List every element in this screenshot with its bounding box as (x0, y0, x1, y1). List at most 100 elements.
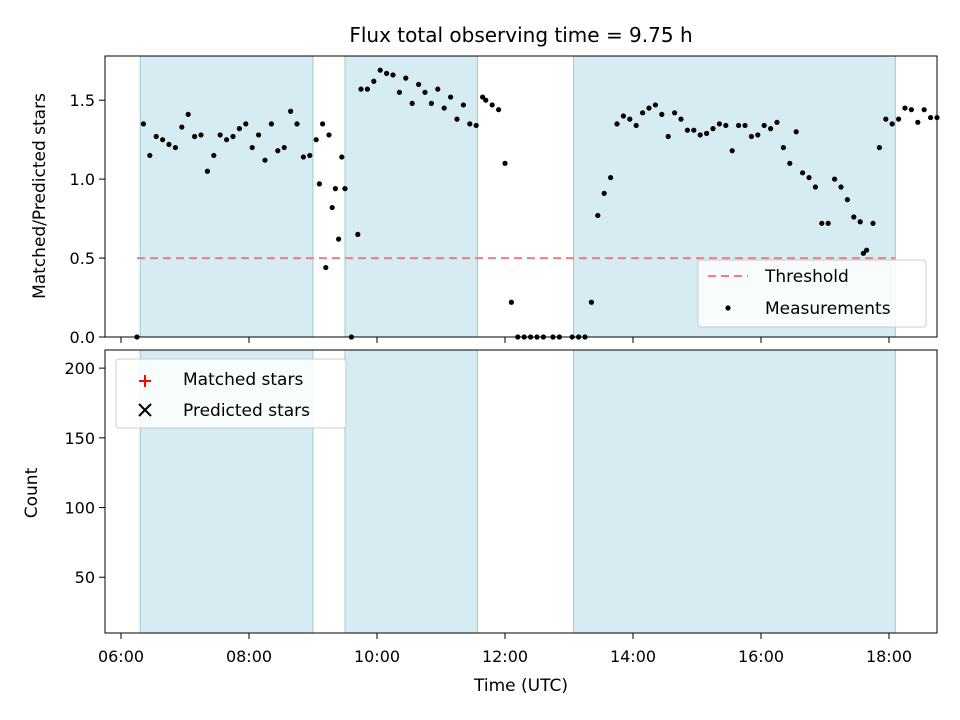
measurement-point (153, 133, 159, 140)
measurement-point (416, 81, 422, 88)
measurement-point (339, 154, 345, 160)
measurement-point (332, 186, 338, 192)
measurement-point (787, 160, 793, 166)
measurement-point (192, 133, 198, 140)
measurement-point (870, 220, 876, 226)
measurement-point (729, 148, 735, 154)
measurement-point (489, 102, 495, 108)
legend-measurements-swatch (725, 305, 731, 311)
measurement-point (620, 113, 627, 119)
measurement-point (262, 157, 268, 163)
measurement-point (857, 219, 863, 225)
measurement-point (876, 144, 883, 151)
measurement-point (288, 108, 294, 114)
measurement-point (275, 148, 281, 154)
measurement-point (832, 176, 838, 182)
ratio-plot-frame (104, 55, 938, 338)
measurement-point (480, 94, 486, 100)
legend-threshold-label: Threshold (764, 267, 849, 287)
measurement-point (323, 264, 329, 271)
counts-x-ticks: 06:00 08:00 10:00 12:00 14:00 16:00 18:00 (98, 633, 912, 666)
measurement-point (819, 220, 825, 226)
ratio-legend: Threshold Measurements (697, 259, 927, 328)
x-axis-label: Time (UTC) (473, 676, 568, 696)
measurement-point (902, 105, 908, 111)
measurement-point (224, 137, 230, 143)
measurement-point (928, 114, 934, 121)
shaded-interval-2 (344, 349, 478, 634)
measurement-point (851, 214, 857, 220)
ratio-x-ticks (120, 337, 890, 343)
measurement-point (336, 236, 342, 242)
measurement-point (736, 122, 742, 129)
measurement-point (364, 86, 370, 92)
measurement-point (844, 197, 851, 203)
measurement-point (377, 67, 383, 73)
measurement-point (896, 116, 902, 122)
measurement-point (172, 144, 178, 151)
measurement-point (838, 184, 844, 190)
measurement-point (716, 121, 723, 127)
measurement-point (748, 133, 755, 140)
measurement-point (409, 100, 415, 106)
legend-predicted-swatch (138, 403, 152, 417)
measurement-point (268, 121, 274, 127)
measurement-point (864, 247, 870, 253)
x-tick-label: 10:00 (354, 647, 400, 666)
measurement-point (601, 190, 607, 196)
chart-title: Flux total observing time = 9.75 h (349, 23, 692, 47)
measurement-point (294, 121, 300, 127)
measurement-point (710, 126, 716, 132)
y-tick-label: 1.0 (70, 170, 95, 189)
measurement-point (806, 174, 812, 181)
measurement-point (595, 212, 601, 219)
x-tick-label: 18:00 (866, 647, 912, 666)
measurement-point (230, 133, 236, 140)
y-tick-label: 200 (64, 359, 95, 378)
measurement-point (147, 152, 153, 159)
x-tick-label: 16:00 (738, 647, 784, 666)
measurement-point (502, 160, 508, 166)
measurement-point (428, 100, 434, 106)
measurement-point (780, 144, 787, 151)
y-tick-label: 50 (75, 568, 95, 587)
measurement-point (454, 116, 460, 122)
ratio-y-ticks: 0.0 0.5 1.0 1.5 (70, 91, 105, 347)
measurement-point (508, 299, 514, 305)
measurement-point (774, 119, 780, 125)
measurement-point (883, 116, 889, 122)
measurement-point (793, 129, 799, 135)
measurement-point (659, 111, 665, 118)
measurement-point (640, 110, 646, 116)
measurement-point (473, 122, 479, 129)
measurement-point (396, 89, 402, 95)
shaded-interval-3 (572, 349, 896, 634)
x-tick-label: 06:00 (98, 647, 144, 666)
measurement-point (307, 152, 313, 159)
measurement-point (889, 121, 895, 127)
measurement-point (761, 122, 767, 129)
measurement-point (483, 97, 489, 103)
y-tick-label: 1.5 (70, 91, 95, 110)
legend-predicted-label: Predicted stars (183, 401, 310, 421)
shaded-interval-2 (344, 55, 478, 338)
measurement-point (441, 105, 447, 111)
y-tick-label: 0.5 (70, 249, 95, 268)
legend-matched-label: Matched stars (183, 370, 303, 390)
y-tick-label: 0.0 (70, 328, 95, 347)
measurement-point (256, 132, 262, 138)
measurement-point (355, 231, 361, 237)
measurement-point (627, 116, 633, 122)
measurement-point (236, 126, 242, 132)
ratio-y-label: Matched/Predicted stars (30, 93, 50, 299)
measurement-point (204, 168, 210, 174)
measurement-point (403, 75, 409, 81)
measurement-point (448, 94, 454, 100)
y-tick-label: 150 (64, 429, 95, 448)
measurement-point (435, 86, 441, 92)
measurement-point (697, 132, 703, 138)
measurement-point (371, 78, 377, 84)
measurement-points (134, 67, 940, 340)
measurement-point (160, 137, 166, 143)
